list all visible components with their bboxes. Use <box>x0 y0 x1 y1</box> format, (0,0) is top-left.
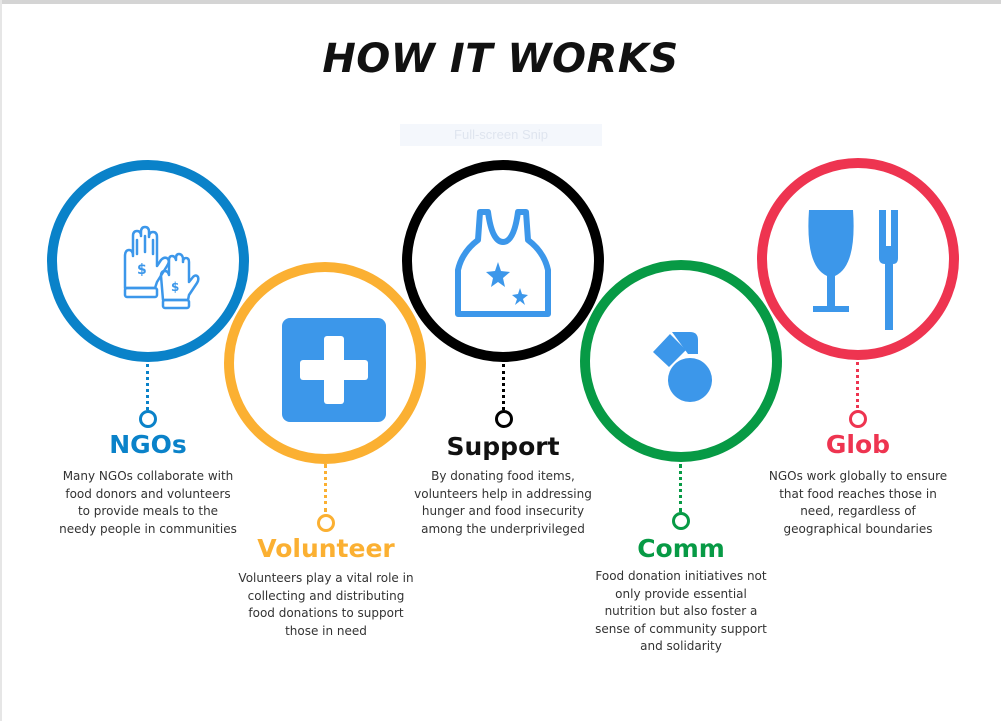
connector-dot-volunteer <box>317 514 335 532</box>
step-circle-support <box>402 160 604 362</box>
step-description-ngos: Many NGOs collaborate with food donors a… <box>59 469 237 536</box>
step-description-support: By donating food items, volunteers help … <box>414 469 592 536</box>
connector-dot-comm <box>672 512 690 530</box>
connector-dot-glob <box>849 410 867 428</box>
step-description-glob: NGOs work globally to ensure that food r… <box>768 469 948 536</box>
step-title-comm: Comm <box>637 534 725 563</box>
connector-volunteer <box>324 464 327 512</box>
connector-glob <box>856 362 859 408</box>
page-title: HOW IT WORKS <box>322 36 679 82</box>
connector-dot-ngos <box>139 410 157 428</box>
step-title-glob: Glob <box>825 430 891 459</box>
connector-dot-support <box>495 410 513 428</box>
hands-with-money-icon: $ $ <box>123 225 200 310</box>
tank-top-icon <box>455 209 551 317</box>
medal-icon <box>653 332 712 402</box>
step-title-ngos: NGOs <box>109 430 187 459</box>
step-circle-comm <box>580 260 782 462</box>
step-title-support: Support <box>446 432 560 461</box>
step-circle-ngos: $ $ <box>47 160 249 362</box>
connector-support <box>502 364 505 410</box>
medical-cross-icon <box>282 318 386 422</box>
step-title-volunteer: Volunteer <box>257 534 395 563</box>
window-left-border <box>0 0 2 721</box>
step-circle-glob <box>757 158 959 360</box>
window-top-border <box>0 0 1001 4</box>
svg-text:$: $ <box>171 280 179 294</box>
connector-comm <box>679 464 682 512</box>
step-description-volunteer: Volunteers play a vital role in collecti… <box>238 571 414 638</box>
step-description-comm: Food donation initiatives not only provi… <box>595 569 767 653</box>
step-circle-volunteer <box>224 262 426 464</box>
snip-overlay-label: Full-screen Snip <box>400 124 602 146</box>
svg-text:$: $ <box>137 262 147 278</box>
connector-ngos <box>146 364 149 410</box>
glass-and-fork-icon <box>808 210 898 330</box>
